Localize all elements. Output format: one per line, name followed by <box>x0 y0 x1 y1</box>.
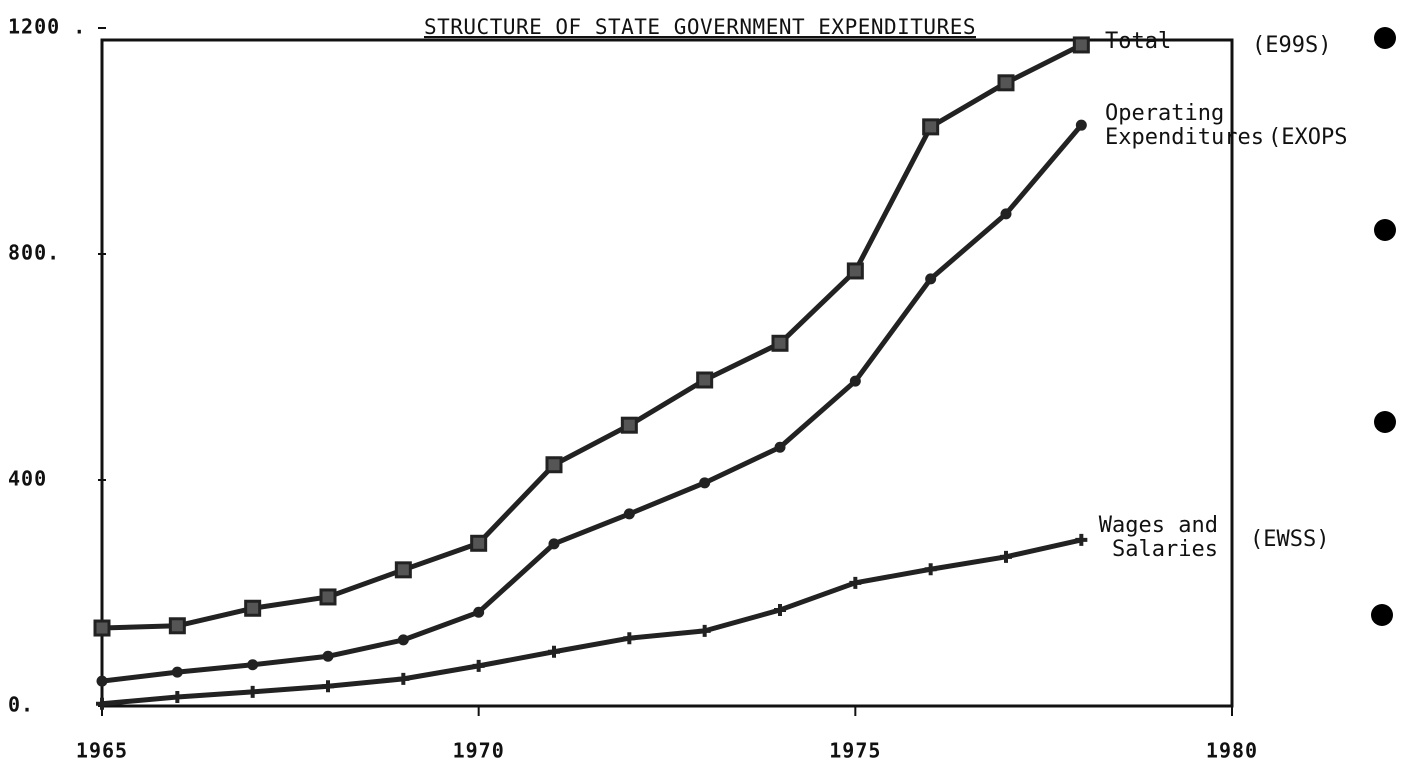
point <box>849 375 861 387</box>
point <box>397 672 410 685</box>
point <box>623 508 635 520</box>
series-label: Operating Expenditures <box>1105 101 1264 150</box>
point <box>922 118 940 136</box>
punch-hole <box>1374 219 1396 241</box>
series-line <box>101 123 1084 684</box>
point <box>774 603 786 616</box>
point <box>849 576 862 589</box>
point <box>96 675 108 687</box>
series-code: (E99S) <box>1252 33 1332 58</box>
point <box>93 619 111 637</box>
y-tick-label: 0. <box>8 693 34 717</box>
point <box>545 456 563 474</box>
point <box>171 690 184 703</box>
punch-hole <box>1371 604 1393 626</box>
y-tick-label: 1200 . <box>8 15 86 39</box>
point <box>397 634 409 646</box>
point <box>322 680 334 693</box>
point <box>319 588 337 606</box>
x-tick-label: 1975 <box>829 739 881 763</box>
point <box>247 659 259 671</box>
series-label: Total <box>1105 29 1172 54</box>
y-tick-label: 800. <box>8 241 60 265</box>
point <box>473 606 485 618</box>
plot-frame <box>100 38 1234 708</box>
point <box>774 441 786 453</box>
point <box>472 659 485 672</box>
point <box>699 477 711 489</box>
y-tick-label: 400 <box>8 467 47 491</box>
point <box>623 632 636 645</box>
point <box>96 697 108 710</box>
chart-title: STRUCTURE OF STATE GOVERNMENT EXPENDITUR… <box>424 15 976 39</box>
point <box>925 273 937 285</box>
series-label: Wages and Salaries <box>1098 513 1218 562</box>
point <box>1000 550 1012 563</box>
point <box>698 624 711 637</box>
point <box>1075 533 1088 546</box>
punch-hole <box>1374 27 1396 49</box>
point <box>171 666 183 678</box>
point <box>696 371 714 389</box>
point <box>997 74 1015 92</box>
series-code: (EWSS) <box>1250 527 1330 552</box>
point <box>322 650 334 662</box>
point <box>244 599 262 617</box>
series-line <box>101 42 1083 631</box>
point <box>924 563 937 576</box>
point <box>1000 208 1012 220</box>
point <box>620 416 638 434</box>
point <box>548 538 560 550</box>
point <box>1072 36 1090 54</box>
series-code: (EXOPS <box>1268 125 1348 150</box>
series-line <box>101 537 1082 707</box>
x-tick-label: 1970 <box>453 739 505 763</box>
x-tick-label: 1965 <box>76 739 128 763</box>
point <box>1075 119 1087 131</box>
point <box>846 262 864 280</box>
point <box>771 334 789 352</box>
punch-hole <box>1374 411 1396 433</box>
point <box>470 534 488 552</box>
point <box>246 685 259 698</box>
point <box>168 617 186 635</box>
point <box>548 645 560 658</box>
point <box>394 561 412 579</box>
x-tick-label: 1980 <box>1206 739 1258 763</box>
